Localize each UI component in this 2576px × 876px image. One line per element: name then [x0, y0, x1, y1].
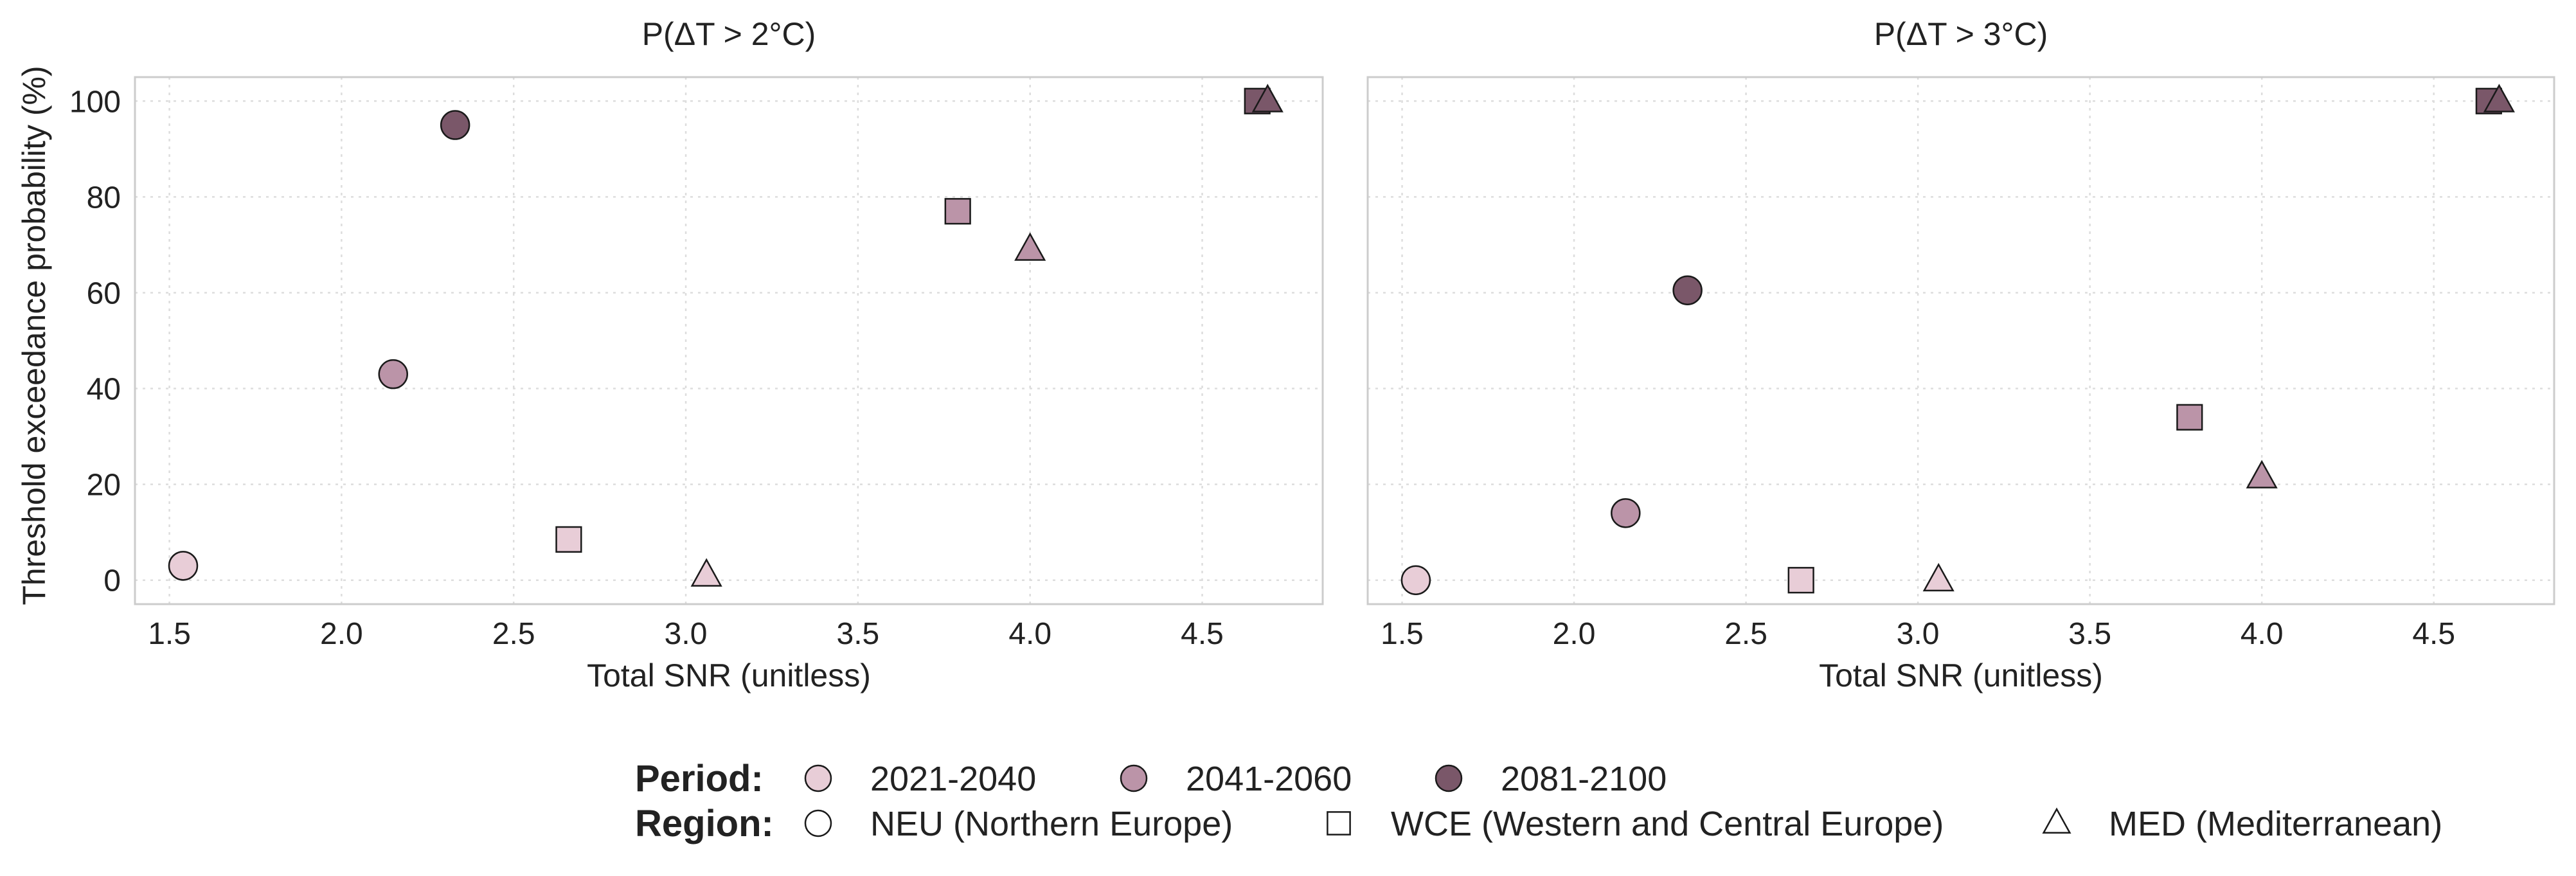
- x-tick-label: 2.0: [1553, 617, 1596, 651]
- data-point: [440, 110, 470, 140]
- x-axis-label: Total SNR (unitless): [587, 657, 871, 693]
- legend-region-heading: Region:: [635, 803, 774, 845]
- panel-title: P(ΔT > 3°C): [1874, 16, 2048, 52]
- data-point: [1611, 498, 1641, 528]
- x-tick-label: 4.0: [2241, 617, 2284, 651]
- data-point: [2246, 460, 2278, 488]
- x-tick-label: 3.0: [1897, 617, 1940, 651]
- legend-region-marker: [804, 809, 832, 837]
- x-tick-label: 2.0: [320, 617, 363, 651]
- plot-area-frame: [1366, 76, 2555, 605]
- legend-period-marker: [804, 764, 832, 792]
- legend-period-marker: [1120, 764, 1148, 792]
- panel-2: 1.5 2.0 2.5 3.0 3.5 4.0 4.5 P(ΔT > 3°C) Total SN…: [1366, 16, 2555, 693]
- legend-region-label: NEU (Northern Europe): [870, 805, 1233, 843]
- data-point: [2483, 84, 2515, 112]
- legend-period-label: 2081-2100: [1501, 760, 1667, 798]
- legend-period-label: 2041-2060: [1186, 760, 1352, 798]
- y-tick-label: 20: [87, 469, 121, 503]
- data-point: [1672, 275, 1703, 305]
- data-point: [168, 551, 199, 581]
- data-point: [378, 359, 408, 389]
- x-tick-label: 2.5: [1724, 617, 1767, 651]
- y-tick-label: 100: [69, 85, 121, 119]
- legend-region-label: MED (Mediterranean): [2109, 805, 2442, 843]
- plot-area-frame: [134, 76, 1324, 605]
- data-point: [1787, 567, 1814, 594]
- x-tick-label: 3.5: [2068, 617, 2111, 651]
- data-point: [1922, 562, 1954, 592]
- x-axis-label: Total SNR (unitless): [1819, 657, 2103, 693]
- panel-title: P(ΔT > 2°C): [642, 16, 816, 52]
- legend-period-label: 2021-2040: [870, 760, 1036, 798]
- x-tick-label: 2.5: [492, 617, 535, 651]
- data-point: [1251, 84, 1284, 112]
- y-tick-label: 40: [87, 373, 121, 407]
- legend-period-heading: Period:: [635, 758, 764, 800]
- x-tick-label: 4.5: [2412, 617, 2455, 651]
- data-point: [555, 526, 582, 553]
- y-axis-label: Threshold exceedance probability (%): [16, 66, 52, 605]
- legend: Period:Region: 2021-2040 2041-2060 2081-210…: [635, 758, 2442, 845]
- x-tick-label: 3.0: [665, 617, 708, 651]
- data-point: [1400, 565, 1431, 595]
- y-tick-label: 80: [87, 181, 121, 215]
- x-tick-label: 1.5: [148, 617, 191, 651]
- data-point: [1014, 232, 1046, 261]
- legend-region-label: WCE (Western and Central Europe): [1391, 805, 1944, 843]
- data-point: [2176, 404, 2203, 431]
- panels: 1.5 2.0 2.5 3.0 3.5 4.0 4.5 0 20 40 60 80 100 P(ΔT > …: [16, 16, 2555, 693]
- legend-region-marker: [2042, 807, 2071, 834]
- x-tick-label: 1.5: [1381, 617, 1424, 651]
- data-point: [944, 198, 971, 225]
- x-tick-label: 4.0: [1008, 617, 1051, 651]
- panel-1: 1.5 2.0 2.5 3.0 3.5 4.0 4.5 0 20 40 60 80 100 P(ΔT > …: [16, 16, 1324, 693]
- legend-region-marker: [1327, 811, 1351, 836]
- y-tick-label: 60: [87, 276, 121, 310]
- legend-period-marker: [1435, 764, 1463, 792]
- data-point: [690, 558, 722, 587]
- x-tick-label: 4.5: [1181, 617, 1224, 651]
- y-tick-label: 0: [103, 564, 121, 598]
- x-tick-label: 3.5: [837, 617, 880, 651]
